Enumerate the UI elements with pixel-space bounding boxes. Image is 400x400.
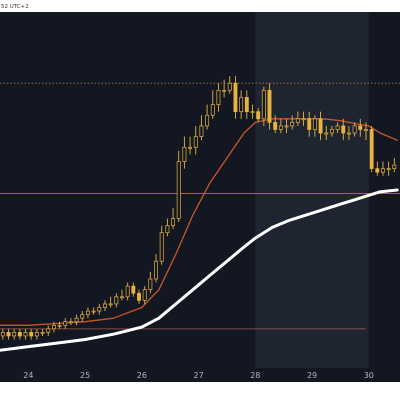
candle-body: [17, 332, 22, 337]
candle-body: [392, 164, 397, 169]
candle-body: [165, 225, 170, 234]
candle-body: [182, 146, 187, 162]
candle-body: [307, 118, 312, 130]
candlesticks: [0, 76, 397, 340]
candle-body: [6, 332, 11, 337]
x-tick-label: 27: [193, 371, 203, 380]
candle-body: [171, 218, 175, 226]
candle-body: [205, 114, 210, 127]
candle-body: [239, 97, 244, 113]
candle-body: [227, 82, 232, 91]
candle-body: [301, 118, 306, 121]
candle-body: [199, 125, 204, 137]
candle-body: [131, 285, 136, 294]
candle-body: [103, 303, 107, 308]
candle-body: [159, 232, 164, 262]
candle-body: [85, 310, 90, 315]
candle-body: [188, 146, 193, 149]
candle-body: [63, 321, 68, 326]
candle-body: [369, 129, 374, 169]
candle-body: [352, 125, 357, 134]
candle-body: [23, 332, 28, 337]
candle-body: [154, 260, 158, 280]
candle-body: [273, 122, 278, 130]
candle-body: [364, 129, 368, 131]
candle-body: [256, 111, 261, 120]
header-time-text: 52 UTC+2: [1, 4, 29, 10]
candle-body: [57, 324, 62, 327]
candle-body: [216, 89, 221, 105]
candle-body: [244, 97, 249, 113]
x-tick-label: 28: [250, 371, 260, 380]
candle-body: [46, 328, 51, 333]
candle-body: [381, 168, 385, 173]
moving-average-line-1: [0, 118, 398, 326]
time-axis-background: [0, 368, 400, 382]
time-axis: 24 25 26 27 28 29 30: [23, 371, 374, 380]
candle-body: [68, 321, 73, 324]
candle-body: [250, 111, 255, 114]
candle-body: [114, 296, 119, 305]
candle-body: [142, 289, 147, 301]
candle-body: [148, 278, 153, 291]
candle-body: [74, 317, 79, 323]
candle-body: [210, 104, 215, 116]
candle-body: [346, 132, 351, 135]
candle-body: [329, 129, 334, 134]
candle-body: [12, 332, 17, 337]
candle-body: [108, 303, 113, 306]
candle-body: [278, 125, 283, 130]
candle-body: [29, 332, 34, 337]
candle-body: [91, 310, 96, 313]
candle-body: [324, 132, 329, 135]
candle-body: [176, 161, 181, 219]
candle-body: [312, 118, 317, 130]
candle-body: [375, 168, 380, 173]
moving-average-line-2: [0, 188, 399, 352]
candle-body: [34, 332, 39, 337]
candle-body: [295, 118, 300, 123]
candle-body: [120, 296, 124, 299]
candle-body: [0, 332, 5, 337]
candle-body: [290, 122, 295, 127]
candle-body: [193, 136, 198, 148]
candle-body: [261, 89, 266, 120]
candle-body: [341, 125, 346, 134]
x-tick-label: 25: [80, 371, 90, 380]
candle-body: [318, 118, 323, 134]
x-tick-label: 29: [307, 371, 317, 380]
candle-body: [233, 82, 238, 113]
moving-averages: [0, 118, 399, 352]
candle-body: [386, 168, 391, 170]
candle-body: [267, 89, 272, 123]
x-tick-label: 26: [137, 371, 147, 380]
x-tick-label: 30: [364, 371, 374, 380]
candle-body: [125, 285, 130, 298]
candle-body: [358, 125, 363, 130]
candle-body: [80, 314, 85, 319]
weekend-shade: [255, 12, 369, 368]
candle-body: [137, 292, 141, 301]
price-levels: [0, 82, 400, 330]
candle-body: [222, 89, 227, 92]
candle-body: [51, 324, 56, 330]
candle-body: [40, 332, 45, 334]
x-tick-label: 24: [23, 371, 33, 380]
candle-body: [335, 125, 340, 130]
candle-body: [284, 125, 289, 128]
candle-body: [97, 307, 102, 312]
